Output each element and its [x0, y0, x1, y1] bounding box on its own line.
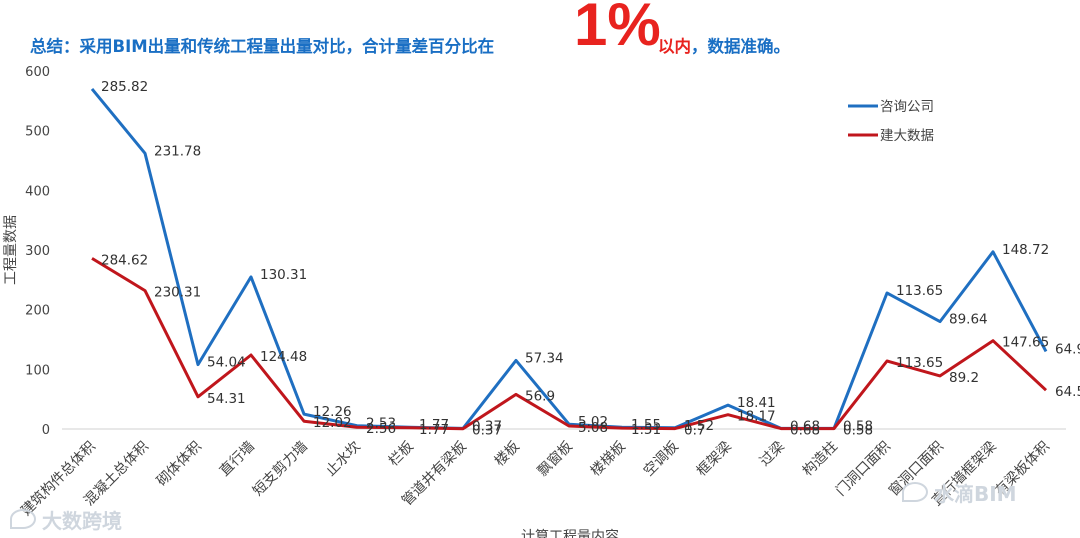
chat-bubble-icon	[902, 482, 928, 502]
headline-prefix: 总结：采用BIM出量和传统工程量出量对比，合计量差百分比在	[30, 37, 495, 56]
x-tick-label: 飘窗板	[534, 438, 576, 480]
headline-suffix-red: 以内	[658, 37, 691, 56]
x-tick-label: 砌体体积	[154, 439, 205, 490]
data-label: 0.68	[790, 423, 820, 439]
y-axis-label: 工程量数据	[3, 215, 19, 285]
legend-entry: 建大数据	[880, 128, 934, 144]
data-label: 5.08	[578, 420, 608, 436]
series-line-2	[91, 257, 1048, 431]
watermark-left: 大数跨境	[10, 505, 122, 534]
y-tick-label: 400	[25, 184, 50, 199]
data-label: 284.62	[101, 252, 148, 268]
data-label: 230.31	[154, 285, 201, 301]
data-label: 56.9	[525, 388, 555, 404]
data-label: 12.02	[313, 415, 352, 431]
data-label: 0.58	[843, 418, 873, 434]
x-tick-label: 栏板	[386, 439, 417, 470]
data-label: 130.31	[260, 267, 307, 283]
legend-entry: 咨询公司	[880, 99, 934, 115]
y-tick-label: 100	[25, 363, 50, 378]
data-label: 113.65	[896, 355, 943, 371]
x-tick-label: 止水坎	[323, 439, 364, 480]
data-label: 2.53	[366, 416, 396, 432]
x-axis-label: 计算工程量内容	[521, 528, 619, 538]
y-tick-label: 600	[25, 65, 50, 80]
x-tick-label: 楼板	[492, 439, 523, 470]
data-label: 0.68	[790, 418, 820, 434]
data-label: 54.31	[207, 391, 246, 407]
headline: 总结：采用BIM出量和传统工程量出量对比，合计量差百分比在 1% 以内，数据准确…	[30, 0, 1070, 58]
data-label: 1.51	[631, 422, 661, 438]
data-label: 64.53	[1055, 384, 1080, 400]
data-label: 18.17	[737, 409, 776, 425]
data-label: 0.58	[843, 423, 873, 439]
x-tick-label: 门洞口面积	[833, 439, 894, 500]
x-tick-label: 框架梁	[694, 439, 735, 480]
data-label: 89.64	[949, 312, 988, 328]
data-label: 0.37	[472, 418, 502, 434]
data-label: 285.82	[101, 79, 148, 95]
data-label: 64.98	[1055, 341, 1080, 357]
data-label: 12.26	[313, 404, 352, 420]
data-label: 5.02	[578, 414, 608, 430]
data-label: 18.41	[737, 395, 776, 411]
data-label: 124.48	[260, 349, 307, 365]
x-tick-label: 直行墙	[216, 438, 258, 480]
data-label: 231.78	[154, 143, 201, 159]
data-label: 1.55	[631, 417, 661, 433]
data-label: 113.65	[896, 283, 943, 299]
y-tick-label: 500	[25, 125, 50, 140]
x-tick-label: 空调板	[641, 439, 682, 480]
watermark-left-text: 大数跨境	[42, 509, 122, 533]
data-label: 89.2	[949, 370, 979, 386]
headline-suffix: 以内，数据准确。	[658, 33, 790, 57]
data-label: 1.77	[419, 422, 449, 438]
chat-bubble-icon	[10, 509, 36, 529]
watermark-right: 水滴BIM	[902, 478, 1017, 507]
x-tick-label: 短支剪力墙	[250, 439, 311, 500]
data-label: 0.37	[472, 423, 502, 439]
data-label: 54.04	[207, 355, 246, 371]
y-tick-label: 200	[25, 304, 50, 319]
data-label: 148.72	[1002, 242, 1049, 258]
x-tick-label: 构造柱	[800, 439, 841, 480]
y-tick-label: 300	[25, 244, 50, 259]
data-label: 2.56	[366, 421, 396, 437]
x-tick-label: 过梁	[757, 439, 788, 470]
y-tick-label: 0	[42, 423, 50, 438]
headline-suffix-rest: ，数据准确。	[691, 37, 790, 56]
x-tick-label: 楼梯板	[588, 439, 629, 480]
watermark-right-text: 水滴BIM	[934, 482, 1017, 506]
data-label: 1.77	[419, 417, 449, 433]
series-line-1	[90, 87, 1048, 430]
data-label: 0.7	[684, 423, 705, 439]
headline-percentage: 1%	[574, 0, 661, 58]
data-label: 57.34	[525, 350, 564, 366]
data-label: 147.65	[1002, 335, 1049, 351]
data-label: 1.52	[684, 418, 714, 434]
